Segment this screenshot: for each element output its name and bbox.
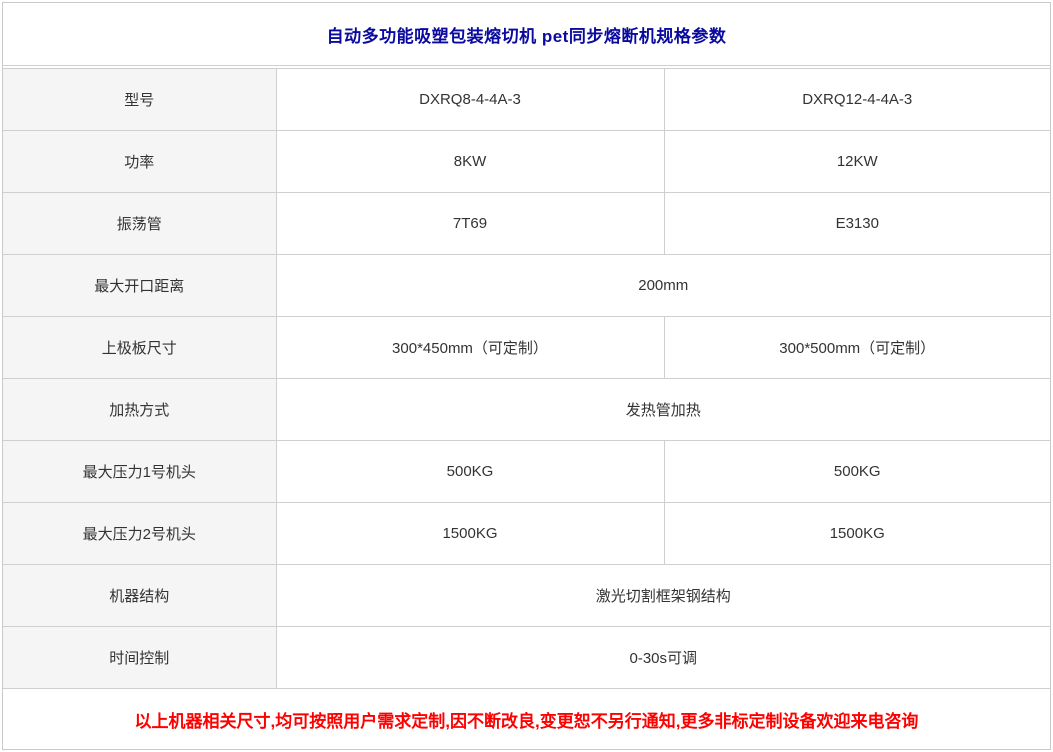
spec-value-cell: DXRQ8-4-4A-3 [275,68,665,131]
spec-value-cell: 7T69 [275,192,665,255]
title-bar: 自动多功能吸塑包装熔切机 pet同步熔断机规格参数 [3,3,1050,66]
spec-label-cell: 功率 [3,130,277,193]
row-oscillator-tube: 振荡管 7T69 E3130 [3,192,1050,255]
spec-value-cell: 300*450mm（可定制） [275,316,665,379]
spec-table-body: 型号 DXRQ8-4-4A-3 DXRQ12-4-4A-3 功率 8KW 12K… [3,68,1050,688]
spec-label-cell: 振荡管 [3,192,277,255]
spec-label-cell: 机器结构 [3,564,277,627]
spec-value-cell: 500KG [275,440,665,503]
row-max-pressure-head2: 最大压力2号机头 1500KG 1500KG [3,502,1050,565]
spec-value-cell: E3130 [663,192,1050,255]
spec-value-cell: 发热管加热 [275,378,1050,441]
row-max-pressure-head1: 最大压力1号机头 500KG 500KG [3,440,1050,503]
spec-value-cell: 1500KG [275,502,665,565]
spec-value-cell: 200mm [275,254,1050,317]
footer-bar: 以上机器相关尺寸,均可按照用户需求定制,因不断改良,变更恕不另行通知,更多非标定… [3,688,1050,749]
row-power: 功率 8KW 12KW [3,130,1050,193]
row-max-opening-distance: 最大开口距离 200mm [3,254,1050,317]
spec-value-cell: 500KG [663,440,1050,503]
row-time-control: 时间控制 0-30s可调 [3,626,1050,688]
spec-label-cell: 上极板尺寸 [3,316,277,379]
spec-value-cell: 1500KG [663,502,1050,565]
spec-value-cell: DXRQ12-4-4A-3 [663,68,1050,131]
spec-label-cell: 最大压力2号机头 [3,502,277,565]
spec-value-cell: 0-30s可调 [275,626,1050,688]
spec-label-cell: 型号 [3,68,277,131]
spec-value-cell: 12KW [663,130,1050,193]
spec-value-cell: 300*500mm（可定制） [663,316,1050,379]
row-machine-structure: 机器结构 激光切割框架钢结构 [3,564,1050,627]
row-heating-method: 加热方式 发热管加热 [3,378,1050,441]
spec-value-cell: 8KW [275,130,665,193]
spec-label-cell: 最大开口距离 [3,254,277,317]
spec-label-cell: 最大压力1号机头 [3,440,277,503]
row-model: 型号 DXRQ8-4-4A-3 DXRQ12-4-4A-3 [3,68,1050,131]
spec-value-cell: 激光切割框架钢结构 [275,564,1050,627]
spec-label-cell: 加热方式 [3,378,277,441]
footer-note: 以上机器相关尺寸,均可按照用户需求定制,因不断改良,变更恕不另行通知,更多非标定… [134,711,919,731]
spec-label-cell: 时间控制 [3,626,277,688]
page-title: 自动多功能吸塑包装熔切机 pet同步熔断机规格参数 [326,26,727,46]
row-upper-plate-size: 上极板尺寸 300*450mm（可定制） 300*500mm（可定制） [3,316,1050,379]
spec-table: 型号 DXRQ8-4-4A-3 DXRQ12-4-4A-3 功率 8KW 12K… [3,68,1050,688]
